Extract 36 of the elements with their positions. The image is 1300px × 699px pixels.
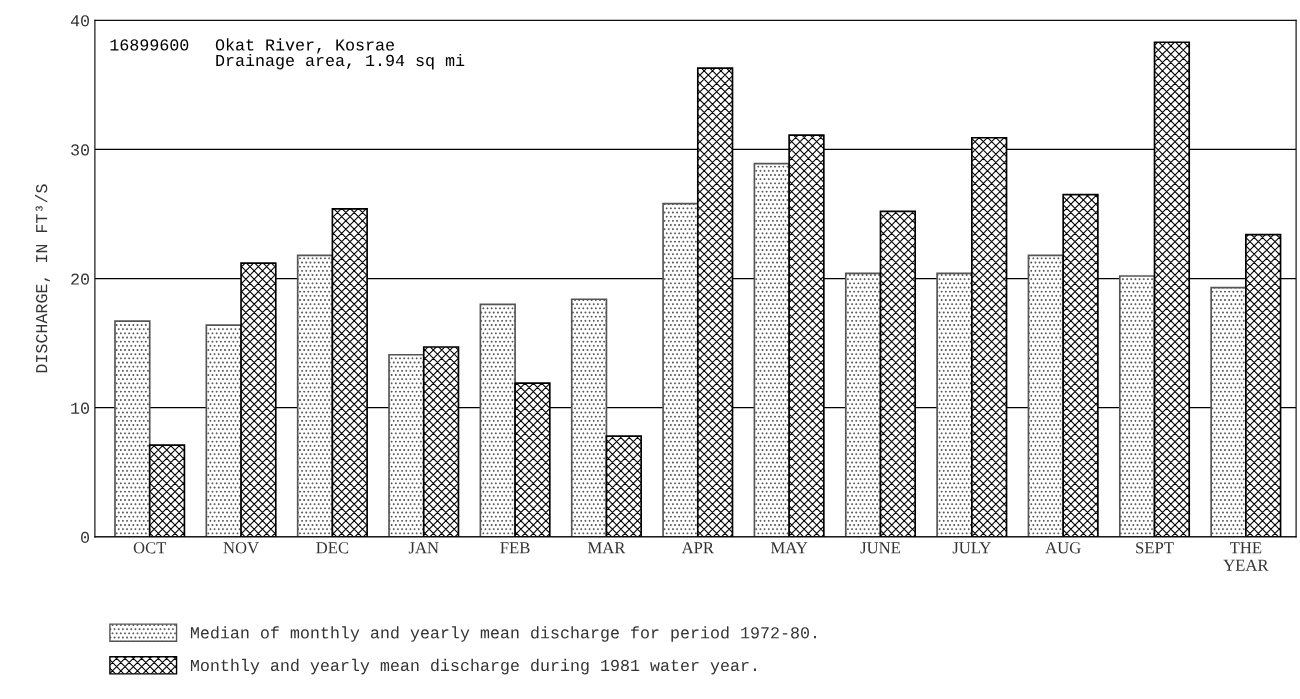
y-tick-label: 20 (71, 273, 90, 285)
legend-label: Median of monthly and yearly mean discharge for period 1972-80. (190, 626, 816, 642)
x-tick-label: FEB (500, 542, 530, 554)
bar (753, 162, 790, 537)
legend-label: Monthly and yearly mean discharge during 1981 water year. (190, 658, 756, 675)
x-tick-label: JUNE (860, 542, 901, 554)
bar (936, 272, 973, 537)
y-tick-label: 10 (71, 402, 90, 414)
x-tick-label: SEPT (1136, 542, 1174, 554)
y-axis-title: DISCHARGE, IN FT³/S (35, 184, 51, 373)
bar (1210, 286, 1247, 537)
annotation: Okat River, Kosrae Drainage area, 1.94 sq mi (215, 38, 465, 70)
bar (844, 272, 882, 537)
x-tick-label: DEC (316, 542, 349, 554)
bar (570, 298, 608, 537)
bar (388, 353, 425, 537)
x-tick-label: APR (681, 542, 714, 554)
bar (1027, 254, 1065, 537)
bar (114, 320, 151, 537)
bar (296, 254, 334, 537)
x-tick-label: MAR (587, 542, 626, 554)
bar (1118, 275, 1156, 537)
x-tick-label: JAN (408, 542, 439, 554)
x-tick-label: OCT (133, 542, 167, 554)
x-tick-label: NOV (223, 542, 259, 554)
bar (479, 303, 516, 537)
bar (662, 202, 699, 537)
y-tick-label: 0 (81, 531, 90, 544)
y-tick-label: 30 (71, 144, 90, 156)
bar (205, 324, 242, 537)
x-tick-label: AUG (1045, 542, 1081, 554)
x-tick-label: THE YEAR (1223, 542, 1269, 571)
y-tick-label: 40 (70, 15, 90, 27)
x-tick-label: JULY (952, 542, 991, 554)
x-tick-label: MAY (770, 542, 808, 554)
annotation: 16899600 (110, 39, 189, 51)
